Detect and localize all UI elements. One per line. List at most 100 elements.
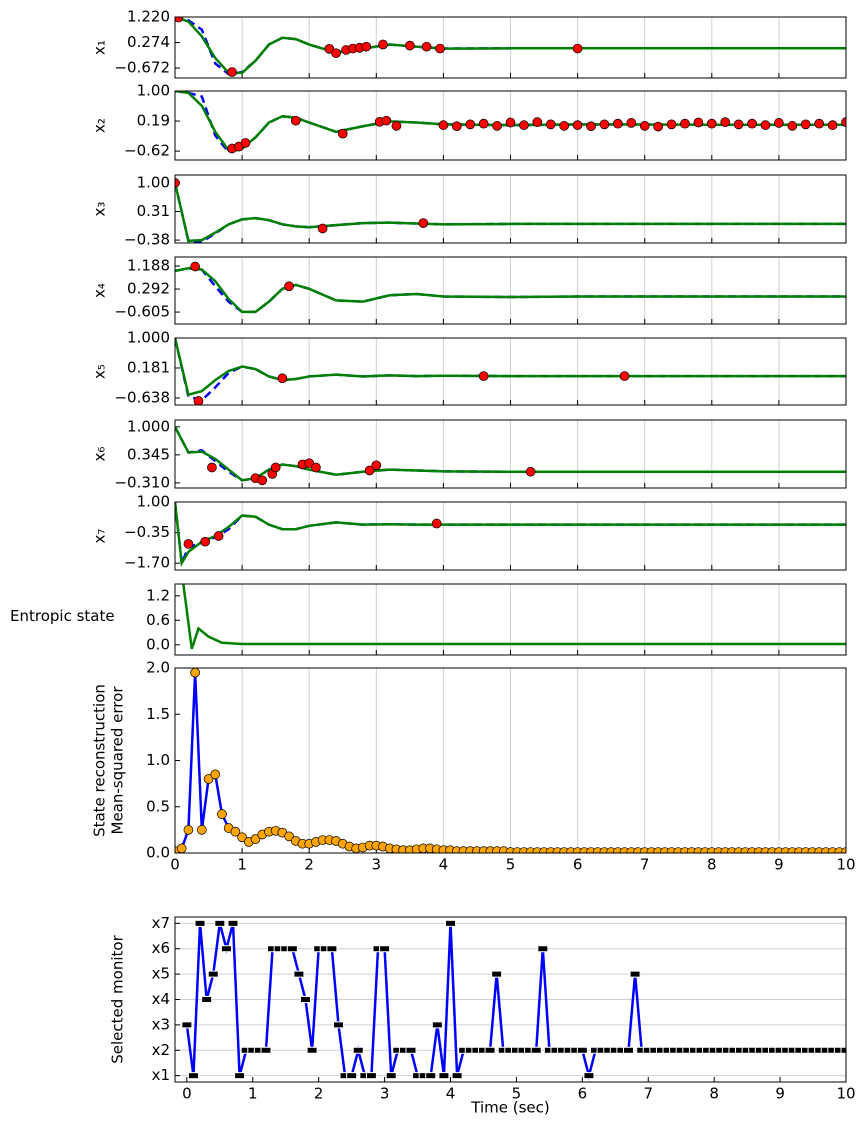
data-point	[425, 1072, 437, 1080]
sample-point	[418, 218, 429, 228]
y-tick-label: 1.00	[137, 82, 170, 100]
x-tick-label: 1	[237, 856, 247, 874]
x-tick-label: 1	[248, 1085, 258, 1103]
y-axis-label: x₆	[91, 447, 109, 462]
plot-area	[175, 338, 846, 405]
data-point	[203, 774, 214, 784]
sample-point	[193, 396, 204, 405]
y-tick-label: 0.6	[146, 611, 170, 629]
sample-point	[613, 118, 623, 129]
x-tick-label: 3	[372, 856, 382, 874]
y-tick-label: 0.345	[127, 445, 170, 463]
data-point	[300, 996, 312, 1003]
y-tick-label: 0.0	[146, 635, 170, 653]
sample-point	[284, 281, 294, 292]
x-tick-label: 9	[775, 1085, 785, 1103]
series-line	[175, 17, 846, 75]
y-tick-label: 0.292	[127, 280, 170, 298]
y-tick-label: 1.00	[137, 173, 170, 191]
x-tick-label: 10	[836, 1085, 855, 1103]
y-tick-label: 1.5	[146, 705, 170, 723]
data-point	[346, 1072, 358, 1080]
y-tick-label: 1.000	[127, 329, 170, 347]
panel: 1.220 0.274 −0.672 x₁	[91, 8, 847, 79]
sample-point	[465, 119, 476, 130]
series-line	[175, 267, 846, 314]
panel: 0 1 2 3 4 5 6 7 8 9 10 0.0 0.5 1.0 1.5 2.0 State reconst…	[91, 659, 856, 874]
y-tick-label: 1.2	[146, 586, 170, 604]
panel: 1.000 0.345 −0.310 x₆	[91, 417, 847, 491]
sample-point	[478, 371, 489, 381]
data-point	[537, 945, 549, 953]
y-axis-label: x₇	[91, 529, 109, 544]
y-tick-label: 1.220	[127, 8, 170, 26]
sample-point	[841, 117, 846, 128]
y-tick-label: x5	[152, 965, 170, 983]
axes-frame	[174, 16, 847, 79]
sample-point	[190, 261, 200, 272]
data-point	[217, 809, 227, 820]
data-point	[183, 825, 194, 835]
data-point	[326, 945, 338, 953]
y-tick-label: −1.70	[124, 554, 170, 572]
y-tick-label: 0.19	[137, 112, 170, 130]
data-point	[187, 1072, 199, 1080]
y-tick-label: −0.310	[114, 473, 170, 491]
y-axis-label: x₅	[91, 364, 109, 379]
data-point	[445, 919, 457, 927]
sample-point	[270, 462, 281, 473]
x-tick-label: 8	[707, 856, 717, 874]
sample-point	[733, 119, 744, 130]
plot-area	[182, 584, 846, 650]
x-tick-label: 0	[182, 1085, 192, 1103]
sample-point	[666, 119, 677, 130]
data-point	[840, 1046, 846, 1054]
y-tick-label: x3	[152, 1015, 170, 1033]
y-tick-label: −0.638	[114, 388, 170, 406]
sample-point	[213, 531, 224, 541]
y-tick-label: 2.0	[146, 659, 170, 677]
sample-point	[240, 138, 251, 148]
sample-point	[290, 115, 301, 126]
y-tick-label: x4	[152, 990, 170, 1008]
sample-point	[378, 39, 388, 50]
sample-point	[572, 120, 583, 130]
panel: 0 1 2 3 4 5 6 7 8 9 10 x1 x2 x3 x4 x5 x6 x7 Selected monit…	[109, 914, 856, 1117]
data-point	[576, 1046, 588, 1054]
sample-point	[800, 119, 811, 130]
y-axis-label: x₂	[91, 118, 109, 133]
sample-point	[525, 466, 536, 477]
panel: 1.00 −0.35 −1.70 x₇	[91, 493, 847, 572]
data-point	[365, 1072, 377, 1080]
data-point	[451, 1072, 463, 1080]
axes-frame	[174, 337, 847, 406]
sample-point	[492, 121, 502, 131]
x-axis-label: Time (sec)	[470, 1099, 549, 1117]
panel: 1.00 0.31 −0.38 x₃	[91, 173, 847, 249]
sample-point	[639, 121, 650, 131]
sample-point	[435, 43, 445, 54]
x-tick-label: 7	[640, 856, 650, 874]
sample-point	[364, 465, 375, 476]
y-tick-label: 1.00	[137, 493, 170, 511]
sample-point	[381, 115, 392, 126]
x-tick-label: 0	[170, 856, 180, 874]
sample-point	[371, 460, 382, 471]
y-tick-label: 0.181	[127, 358, 170, 376]
data-point	[176, 843, 187, 853]
y-axis-label: Selected monitor	[109, 934, 127, 1063]
plot-area	[175, 261, 846, 314]
plot-area	[175, 17, 846, 77]
data-point	[841, 847, 846, 853]
sample-point	[693, 117, 704, 128]
data-point	[260, 1046, 272, 1054]
y-axis-label: State reconstruction	[91, 684, 109, 837]
series-line	[175, 338, 846, 402]
y-tick-label: −0.62	[124, 142, 170, 160]
axes-frame	[174, 916, 847, 1083]
data-point	[250, 834, 261, 844]
axes-frame	[174, 256, 847, 325]
plot-area	[175, 502, 846, 569]
sample-point	[361, 41, 372, 52]
